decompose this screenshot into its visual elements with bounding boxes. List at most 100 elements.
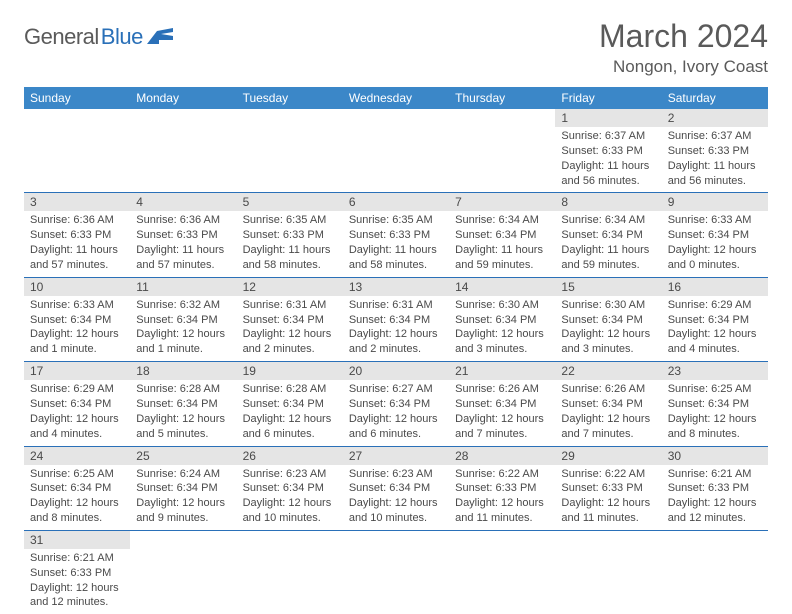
title-block: March 2024 Nongon, Ivory Coast [599,18,768,77]
daylight: Daylight: 11 hours and 57 minutes. [136,243,230,273]
day-number: 5 [237,193,343,211]
calendar-cell: 8Sunrise: 6:34 AMSunset: 6:34 PMDaylight… [555,193,661,277]
calendar-cell [555,530,661,614]
day-number: 19 [237,362,343,380]
day-number: 22 [555,362,661,380]
sunrise: Sunrise: 6:34 AM [561,213,655,228]
daylight: Daylight: 12 hours and 2 minutes. [349,327,443,357]
day-body: Sunrise: 6:25 AMSunset: 6:34 PMDaylight:… [24,465,130,530]
day-body: Sunrise: 6:32 AMSunset: 6:34 PMDaylight:… [130,296,236,361]
sunset: Sunset: 6:34 PM [561,397,655,412]
calendar-cell: 16Sunrise: 6:29 AMSunset: 6:34 PMDayligh… [662,277,768,361]
sunset: Sunset: 6:34 PM [668,397,762,412]
sunrise: Sunrise: 6:28 AM [243,382,337,397]
day-number: 6 [343,193,449,211]
daylight: Daylight: 12 hours and 8 minutes. [30,496,124,526]
sunrise: Sunrise: 6:26 AM [455,382,549,397]
sunset: Sunset: 6:34 PM [243,481,337,496]
sunset: Sunset: 6:33 PM [455,481,549,496]
day-body: Sunrise: 6:35 AMSunset: 6:33 PMDaylight:… [237,211,343,276]
daylight: Daylight: 11 hours and 59 minutes. [561,243,655,273]
daylight: Daylight: 12 hours and 11 minutes. [455,496,549,526]
sunset: Sunset: 6:34 PM [243,313,337,328]
sunrise: Sunrise: 6:24 AM [136,467,230,482]
sunrise: Sunrise: 6:33 AM [668,213,762,228]
sunset: Sunset: 6:34 PM [349,397,443,412]
sunrise: Sunrise: 6:31 AM [243,298,337,313]
day-body: Sunrise: 6:27 AMSunset: 6:34 PMDaylight:… [343,380,449,445]
day-body: Sunrise: 6:36 AMSunset: 6:33 PMDaylight:… [24,211,130,276]
calendar-cell: 7Sunrise: 6:34 AMSunset: 6:34 PMDaylight… [449,193,555,277]
day-number: 23 [662,362,768,380]
day-body: Sunrise: 6:29 AMSunset: 6:34 PMDaylight:… [662,296,768,361]
day-body: Sunrise: 6:22 AMSunset: 6:33 PMDaylight:… [555,465,661,530]
day-number: 29 [555,447,661,465]
daylight: Daylight: 12 hours and 7 minutes. [561,412,655,442]
day-number: 10 [24,278,130,296]
flag-icon [147,28,175,47]
calendar-cell: 11Sunrise: 6:32 AMSunset: 6:34 PMDayligh… [130,277,236,361]
weekday-header: Thursday [449,87,555,109]
logo: General Blue [24,24,175,50]
sunset: Sunset: 6:34 PM [30,481,124,496]
calendar-cell: 21Sunrise: 6:26 AMSunset: 6:34 PMDayligh… [449,362,555,446]
sunset: Sunset: 6:34 PM [455,397,549,412]
calendar-cell: 29Sunrise: 6:22 AMSunset: 6:33 PMDayligh… [555,446,661,530]
sunrise: Sunrise: 6:23 AM [243,467,337,482]
day-number: 3 [24,193,130,211]
weekday-header: Saturday [662,87,768,109]
sunrise: Sunrise: 6:28 AM [136,382,230,397]
daylight: Daylight: 12 hours and 6 minutes. [243,412,337,442]
sunrise: Sunrise: 6:22 AM [455,467,549,482]
calendar-row: 24Sunrise: 6:25 AMSunset: 6:34 PMDayligh… [24,446,768,530]
calendar-cell: 15Sunrise: 6:30 AMSunset: 6:34 PMDayligh… [555,277,661,361]
day-number: 26 [237,447,343,465]
calendar-cell: 9Sunrise: 6:33 AMSunset: 6:34 PMDaylight… [662,193,768,277]
calendar-row: 1Sunrise: 6:37 AMSunset: 6:33 PMDaylight… [24,109,768,193]
day-body: Sunrise: 6:25 AMSunset: 6:34 PMDaylight:… [662,380,768,445]
day-number: 15 [555,278,661,296]
day-number: 25 [130,447,236,465]
sunset: Sunset: 6:33 PM [30,566,124,581]
daylight: Daylight: 12 hours and 0 minutes. [668,243,762,273]
daylight: Daylight: 12 hours and 8 minutes. [668,412,762,442]
daylight: Daylight: 12 hours and 7 minutes. [455,412,549,442]
sunset: Sunset: 6:34 PM [561,228,655,243]
day-body: Sunrise: 6:22 AMSunset: 6:33 PMDaylight:… [449,465,555,530]
calendar-cell [343,109,449,193]
day-number: 31 [24,531,130,549]
calendar-cell: 20Sunrise: 6:27 AMSunset: 6:34 PMDayligh… [343,362,449,446]
day-number: 18 [130,362,236,380]
calendar-cell [449,109,555,193]
day-body: Sunrise: 6:33 AMSunset: 6:34 PMDaylight:… [24,296,130,361]
calendar-cell: 17Sunrise: 6:29 AMSunset: 6:34 PMDayligh… [24,362,130,446]
day-number: 11 [130,278,236,296]
sunrise: Sunrise: 6:37 AM [668,129,762,144]
daylight: Daylight: 12 hours and 12 minutes. [668,496,762,526]
daylight: Daylight: 11 hours and 57 minutes. [30,243,124,273]
daylight: Daylight: 11 hours and 58 minutes. [349,243,443,273]
header: General Blue March 2024 Nongon, Ivory Co… [24,18,768,77]
sunset: Sunset: 6:33 PM [243,228,337,243]
calendar-cell: 23Sunrise: 6:25 AMSunset: 6:34 PMDayligh… [662,362,768,446]
sunset: Sunset: 6:33 PM [561,481,655,496]
sunset: Sunset: 6:33 PM [30,228,124,243]
day-number: 30 [662,447,768,465]
day-body: Sunrise: 6:21 AMSunset: 6:33 PMDaylight:… [24,549,130,614]
day-body: Sunrise: 6:23 AMSunset: 6:34 PMDaylight:… [237,465,343,530]
sunrise: Sunrise: 6:37 AM [561,129,655,144]
calendar-cell [662,530,768,614]
sunset: Sunset: 6:34 PM [349,481,443,496]
day-body: Sunrise: 6:30 AMSunset: 6:34 PMDaylight:… [555,296,661,361]
day-number: 12 [237,278,343,296]
calendar-cell [237,530,343,614]
location: Nongon, Ivory Coast [599,57,768,77]
sunrise: Sunrise: 6:36 AM [30,213,124,228]
weekday-row: Sunday Monday Tuesday Wednesday Thursday… [24,87,768,109]
day-number: 14 [449,278,555,296]
sunset: Sunset: 6:34 PM [668,228,762,243]
sunrise: Sunrise: 6:22 AM [561,467,655,482]
day-body: Sunrise: 6:37 AMSunset: 6:33 PMDaylight:… [662,127,768,192]
sunrise: Sunrise: 6:25 AM [30,467,124,482]
day-body: Sunrise: 6:35 AMSunset: 6:33 PMDaylight:… [343,211,449,276]
